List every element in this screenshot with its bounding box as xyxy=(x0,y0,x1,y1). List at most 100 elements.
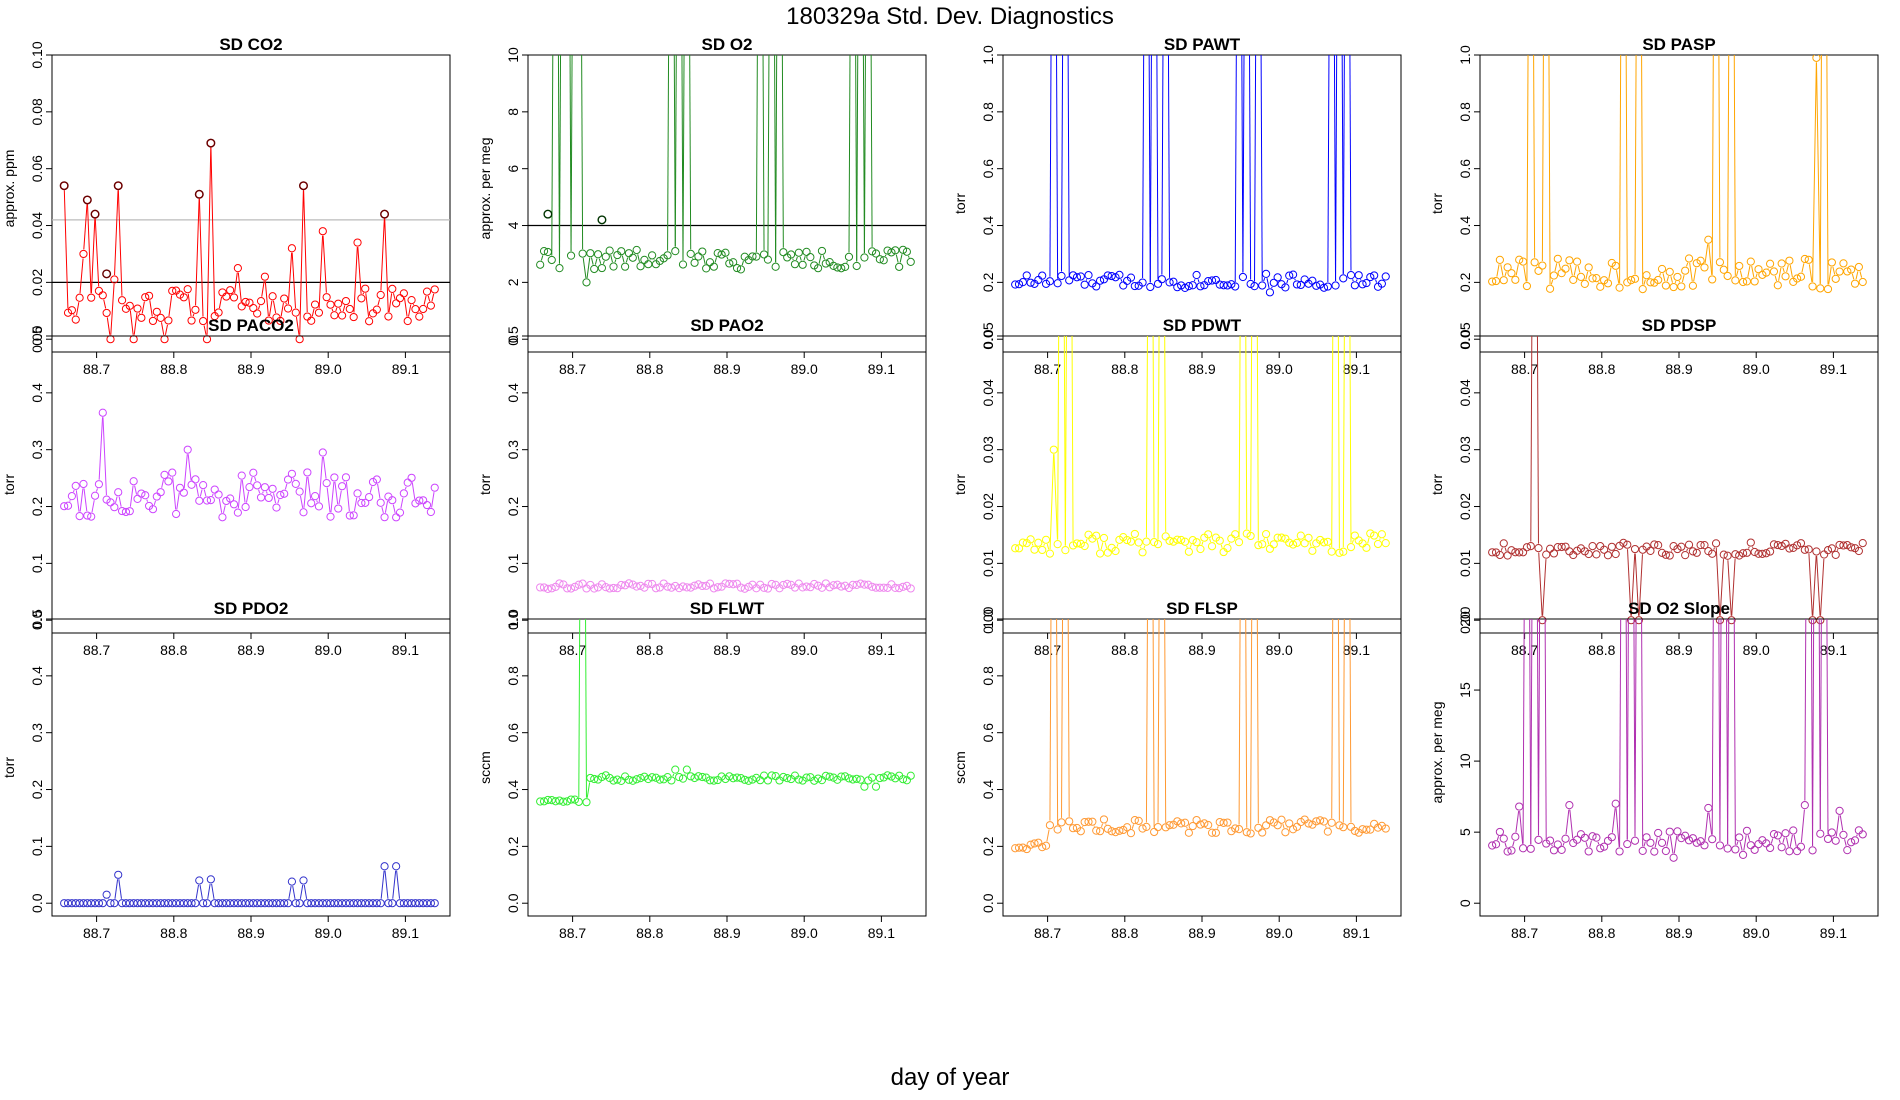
series-line xyxy=(1782,267,1785,273)
data-point xyxy=(241,899,250,908)
x-tick-label: 88.9 xyxy=(1665,925,1692,941)
series-line xyxy=(673,55,676,247)
series-line xyxy=(795,256,798,261)
data-point xyxy=(399,489,408,498)
data-point xyxy=(717,250,726,259)
data-point xyxy=(1708,549,1717,558)
data-point xyxy=(833,580,842,589)
data-point xyxy=(276,490,285,500)
data-point xyxy=(1346,542,1356,552)
data-point xyxy=(705,776,715,785)
data-point xyxy=(1557,269,1566,278)
data-point xyxy=(106,335,115,344)
data-point xyxy=(426,301,435,310)
series-line xyxy=(1615,808,1620,847)
data-point xyxy=(1858,277,1867,287)
data-point xyxy=(67,306,76,315)
series-line xyxy=(1619,55,1622,284)
x-tick-label: 88.9 xyxy=(237,361,264,377)
data-point xyxy=(330,473,339,482)
data-point xyxy=(806,253,815,262)
data-point xyxy=(1350,531,1359,540)
series-group xyxy=(59,138,439,344)
series-line xyxy=(1778,267,1782,281)
series-line xyxy=(1585,271,1589,280)
series-line xyxy=(1669,836,1674,854)
x-tick-label: 88.9 xyxy=(237,642,264,658)
data-point xyxy=(407,899,416,908)
data-point xyxy=(415,496,424,505)
data-point xyxy=(1173,283,1182,292)
x-tick-label: 89.0 xyxy=(791,642,818,658)
data-point xyxy=(264,316,273,325)
data-point xyxy=(392,299,401,308)
data-point xyxy=(260,272,269,281)
data-point xyxy=(1300,539,1309,548)
series-line xyxy=(1731,558,1736,616)
series-line xyxy=(1142,55,1145,279)
data-point xyxy=(229,899,239,908)
data-point xyxy=(1557,845,1566,854)
series-line xyxy=(1550,279,1554,285)
data-point xyxy=(357,899,366,908)
data-point xyxy=(883,771,892,780)
data-point xyxy=(426,899,435,908)
series-line xyxy=(1250,619,1253,829)
data-point xyxy=(1762,549,1771,558)
data-point xyxy=(307,316,316,325)
data-point xyxy=(1177,535,1186,545)
series-line xyxy=(726,256,729,260)
data-point xyxy=(106,899,115,908)
series-line xyxy=(895,254,899,263)
series-line xyxy=(1164,619,1167,823)
data-point xyxy=(110,503,119,512)
series-line xyxy=(1816,555,1821,616)
data-point xyxy=(164,316,173,325)
data-point xyxy=(299,508,308,517)
y-tick-label: 1.0 xyxy=(980,609,996,629)
data-point xyxy=(1681,551,1690,560)
data-point xyxy=(1173,817,1182,826)
series-line xyxy=(245,491,250,503)
x-tick-label: 89.1 xyxy=(1820,642,1847,658)
data-point xyxy=(392,513,401,522)
data-point xyxy=(1684,540,1694,549)
series-line xyxy=(569,55,572,252)
data-point xyxy=(1084,817,1093,826)
series-line xyxy=(1201,541,1204,545)
data-point xyxy=(218,288,227,297)
data-point xyxy=(426,507,435,517)
data-point xyxy=(129,335,138,344)
data-point xyxy=(206,875,215,884)
data-point xyxy=(283,899,293,908)
data-point xyxy=(1796,272,1806,281)
data-point xyxy=(690,773,699,783)
series-line xyxy=(818,255,822,264)
x-tick-label: 89.1 xyxy=(392,925,419,941)
data-point xyxy=(667,583,676,592)
data-point xyxy=(1611,549,1620,559)
series-line xyxy=(689,55,692,250)
data-point xyxy=(256,899,266,908)
data-point xyxy=(1507,846,1516,855)
series-line xyxy=(345,481,350,512)
series-line xyxy=(358,497,361,500)
series-line xyxy=(1819,619,1822,830)
y-tick-label: 0.04 xyxy=(1457,379,1473,406)
data-point xyxy=(1723,271,1732,281)
data-point xyxy=(1142,822,1151,831)
data-point xyxy=(1153,279,1163,288)
series-line xyxy=(1812,555,1817,616)
data-point xyxy=(1370,531,1379,540)
data-point xyxy=(222,292,231,301)
data-point xyxy=(415,312,424,321)
data-point xyxy=(1769,267,1779,276)
data-point xyxy=(817,246,827,256)
series-line xyxy=(1542,559,1547,616)
data-point xyxy=(1789,826,1798,835)
series-line xyxy=(198,198,204,317)
data-point xyxy=(1130,281,1139,291)
data-point xyxy=(1654,275,1663,285)
data-point xyxy=(1258,828,1267,837)
series-line xyxy=(277,499,280,504)
